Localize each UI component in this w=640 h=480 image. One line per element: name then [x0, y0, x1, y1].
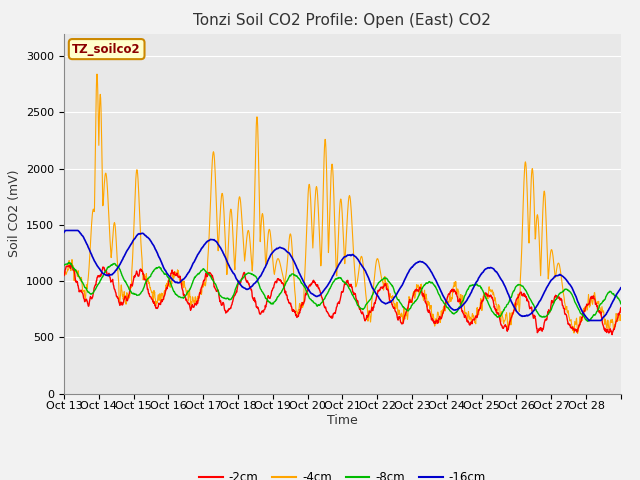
Legend: -2cm, -4cm, -8cm, -16cm: -2cm, -4cm, -8cm, -16cm	[194, 466, 491, 480]
Y-axis label: Soil CO2 (mV): Soil CO2 (mV)	[8, 170, 20, 257]
Text: TZ_soilco2: TZ_soilco2	[72, 43, 141, 56]
X-axis label: Time: Time	[327, 414, 358, 427]
Title: Tonzi Soil CO2 Profile: Open (East) CO2: Tonzi Soil CO2 Profile: Open (East) CO2	[193, 13, 492, 28]
